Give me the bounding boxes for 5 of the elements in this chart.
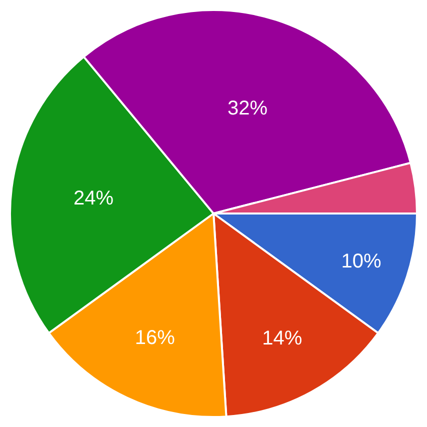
- data-label: 32%: [227, 98, 268, 120]
- data-label: 16%: [134, 326, 176, 349]
- data-label: 24%: [74, 187, 114, 210]
- data-label: 14%: [262, 328, 302, 350]
- data-label: 10%: [341, 250, 382, 273]
